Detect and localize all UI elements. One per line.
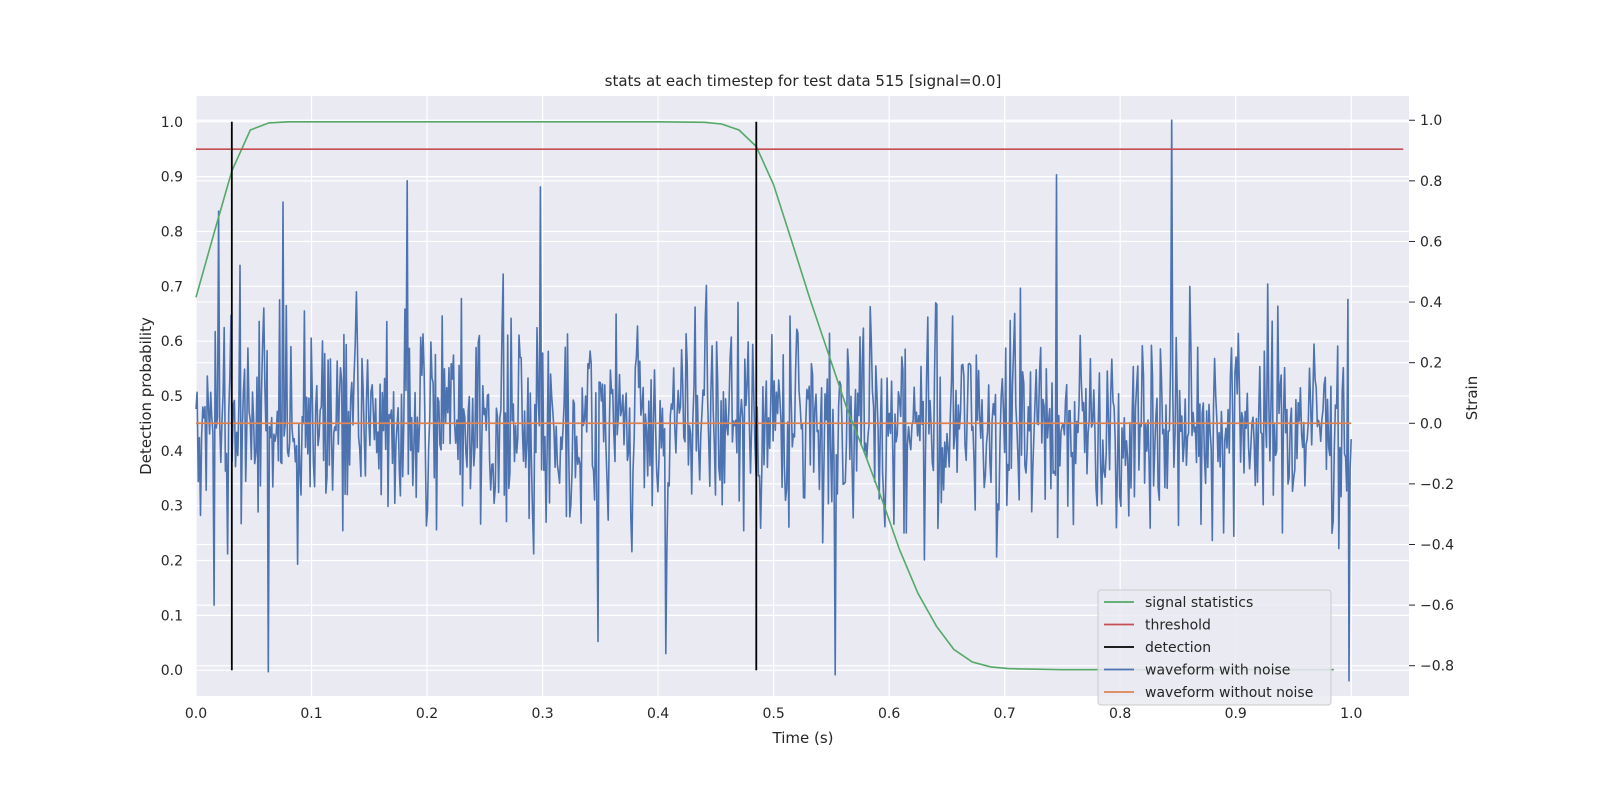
- x-tick-label: 0.9: [1225, 706, 1247, 722]
- y-right-tick-label: −0.2: [1420, 477, 1454, 493]
- y-tick-label: 1.0: [161, 115, 183, 131]
- legend-label: threshold: [1145, 618, 1211, 634]
- series-signal-statistics: [195, 121, 1334, 671]
- y-tick-label: 0.0: [161, 663, 183, 679]
- legend-label: signal statistics: [1145, 595, 1253, 611]
- x-tick-label: 0.2: [416, 706, 438, 722]
- chart-title: stats at each timestep for test data 515…: [605, 72, 1002, 90]
- x-tick-label: 0.6: [878, 706, 900, 722]
- x-axis-label: Time (s): [772, 729, 834, 747]
- y-tick-label: 0.5: [161, 389, 183, 405]
- series-waveform-with-noise: [195, 119, 1352, 682]
- x-tick-label: 0.8: [1109, 706, 1131, 722]
- y-right-tick-label: 0.4: [1420, 295, 1442, 311]
- y-tick-label: 0.7: [161, 279, 183, 295]
- series-layer: [195, 121, 1404, 671]
- x-tick-label: 0.0: [185, 706, 207, 722]
- y-tick-label: 0.6: [161, 334, 183, 350]
- y-right-tick-label: 0.8: [1420, 174, 1442, 190]
- x-tick-label: 0.1: [300, 706, 322, 722]
- legend-label: detection: [1145, 640, 1211, 656]
- x-tick-label: 0.7: [994, 706, 1016, 722]
- y-tick-label: 0.1: [161, 608, 183, 624]
- y-right-tick-label: 0.2: [1420, 356, 1442, 372]
- x-tick-label: 0.5: [762, 706, 784, 722]
- x-tick-label: 0.3: [531, 706, 553, 722]
- y-tick-label: 0.4: [161, 444, 183, 460]
- y-right-tick-label: 0.0: [1420, 416, 1442, 432]
- y-axis-label: Detection probability: [137, 317, 155, 475]
- legend-label: waveform with noise: [1145, 663, 1290, 679]
- y-tick-label: 0.9: [161, 170, 183, 186]
- x-tick-label: 0.4: [647, 706, 669, 722]
- y-tick-label: 0.8: [161, 224, 183, 240]
- axes-tick-labels: 0.0 0.1 0.2 0.3 0.4 0.5 0.6 0.7 0.8 0.9 1.0 0.0 0.1 0…: [161, 113, 1454, 722]
- y-right-tick-label: −0.4: [1420, 537, 1454, 553]
- x-tick-label: 1.0: [1340, 706, 1362, 722]
- y-right-tick-label: −0.6: [1420, 598, 1454, 614]
- y-right-tick-label: 1.0: [1420, 113, 1442, 129]
- y-right-tick-label: 0.6: [1420, 234, 1442, 250]
- legend: signal statistics threshold detection wavef…: [1097, 589, 1332, 706]
- waveform-with-noise-layer: [195, 119, 1352, 682]
- legend-box: [1097, 589, 1332, 706]
- y-tick-label: 0.2: [161, 554, 183, 570]
- y-right-tick-label: −0.8: [1420, 659, 1454, 675]
- legend-items: signal statistics threshold detection wavef…: [1104, 595, 1313, 701]
- y-axis-right-label: Strain: [1463, 376, 1481, 420]
- y-tick-label: 0.3: [161, 499, 183, 515]
- legend-label: waveform without noise: [1145, 685, 1313, 701]
